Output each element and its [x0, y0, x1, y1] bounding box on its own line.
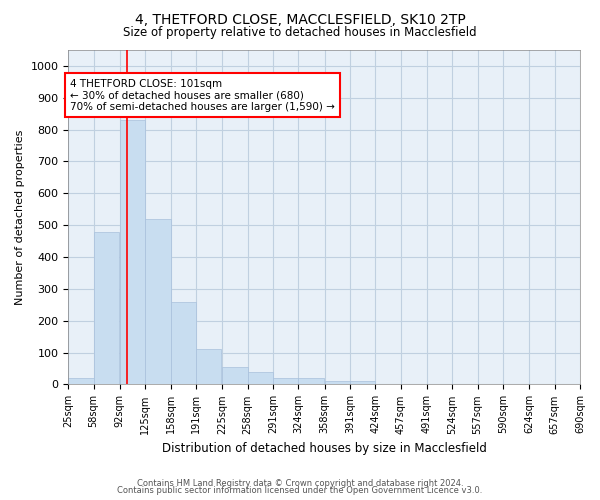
Bar — [273, 378, 298, 384]
Bar — [325, 382, 350, 384]
Text: 4 THETFORD CLOSE: 101sqm
← 30% of detached houses are smaller (680)
70% of semi-: 4 THETFORD CLOSE: 101sqm ← 30% of detach… — [70, 78, 335, 112]
Bar — [94, 232, 119, 384]
X-axis label: Distribution of detached houses by size in Macclesfield: Distribution of detached houses by size … — [162, 442, 487, 455]
Bar — [298, 378, 324, 384]
Bar — [196, 350, 221, 384]
Bar — [350, 382, 376, 384]
Text: 4, THETFORD CLOSE, MACCLESFIELD, SK10 2TP: 4, THETFORD CLOSE, MACCLESFIELD, SK10 2T… — [134, 12, 466, 26]
Text: Size of property relative to detached houses in Macclesfield: Size of property relative to detached ho… — [123, 26, 477, 39]
Bar — [222, 367, 248, 384]
Text: Contains HM Land Registry data © Crown copyright and database right 2024.: Contains HM Land Registry data © Crown c… — [137, 478, 463, 488]
Bar — [170, 302, 196, 384]
Text: Contains public sector information licensed under the Open Government Licence v3: Contains public sector information licen… — [118, 486, 482, 495]
Bar — [248, 372, 273, 384]
Bar — [145, 219, 170, 384]
Bar — [68, 378, 94, 384]
Bar — [120, 120, 145, 384]
Y-axis label: Number of detached properties: Number of detached properties — [15, 130, 25, 305]
